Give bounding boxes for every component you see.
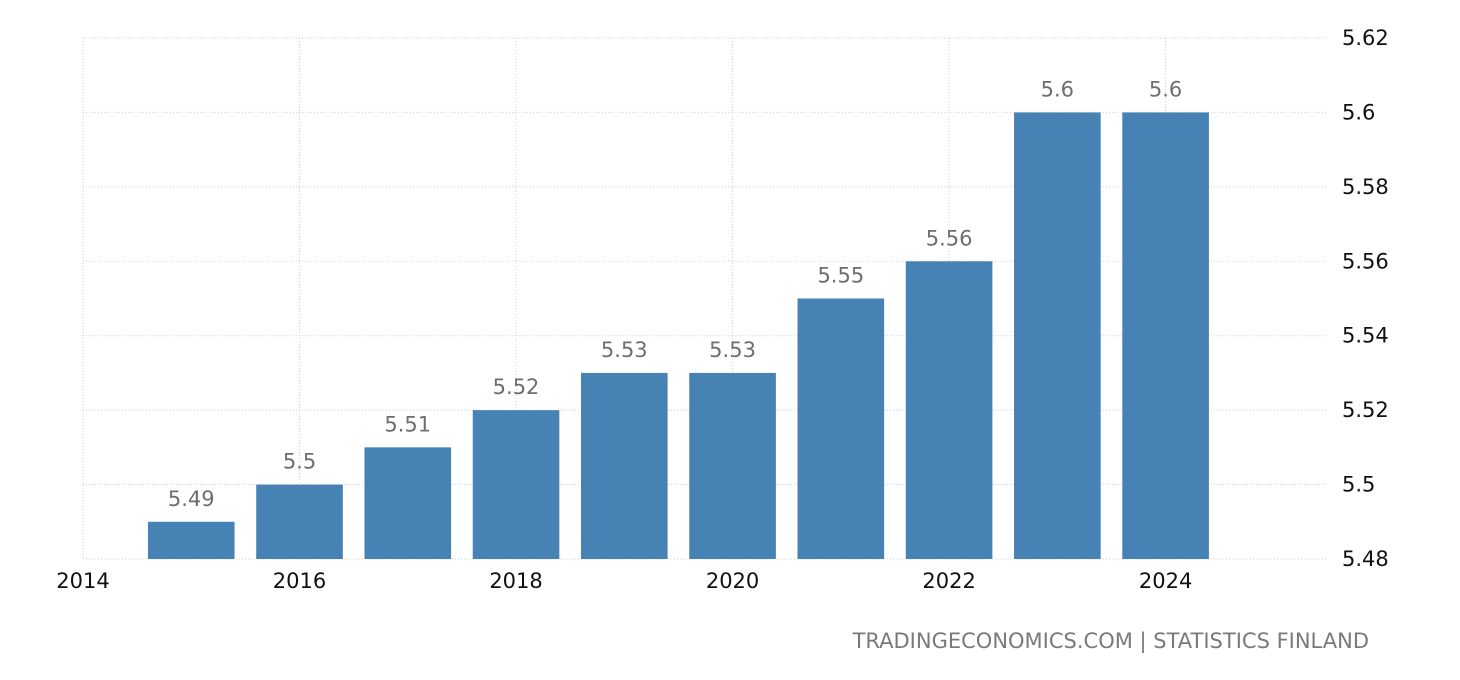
data-label-2016: 5.5 — [283, 450, 316, 474]
bar-2018 — [472, 410, 560, 559]
x-tick-label: 2014 — [56, 569, 109, 593]
data-label-2021: 5.55 — [817, 264, 864, 288]
data-label-2015: 5.49 — [168, 487, 215, 511]
y-tick-label: 5.48 — [1342, 547, 1389, 571]
y-tick-label: 5.56 — [1342, 249, 1389, 273]
x-tick-label: 2018 — [489, 569, 542, 593]
y-axis: 5.48 5.5 5.52 5.54 5.56 5.58 5.6 5.62 — [1342, 26, 1389, 571]
data-label-2022: 5.56 — [926, 226, 973, 250]
bar-2023 — [1014, 112, 1101, 559]
bar-2020 — [689, 372, 776, 559]
y-tick-label: 5.54 — [1342, 324, 1389, 348]
source-credit: TRADINGECONOMICS.COM | STATISTICS FINLAN… — [852, 629, 1369, 653]
x-tick-label: 2020 — [706, 569, 759, 593]
x-tick-label: 2016 — [273, 569, 326, 593]
y-tick-label: 5.62 — [1342, 26, 1389, 50]
bar-2017 — [364, 447, 452, 559]
x-tick-label: 2024 — [1139, 569, 1192, 593]
data-label-2019: 5.53 — [601, 338, 648, 362]
data-label-2018: 5.52 — [493, 375, 540, 399]
y-tick-label: 5.6 — [1342, 100, 1375, 124]
x-axis: 2014 2016 2018 2020 2022 2024 — [56, 569, 1192, 593]
y-tick-label: 5.52 — [1342, 398, 1389, 422]
data-label-2017: 5.51 — [384, 412, 431, 436]
data-label-2024: 5.6 — [1149, 77, 1182, 101]
y-tick-label: 5.58 — [1342, 175, 1389, 199]
bar-2022 — [905, 261, 993, 559]
data-label-2020: 5.53 — [709, 338, 756, 362]
data-labels: 5.49 5.5 5.51 5.52 5.53 5.53 5.55 5.56 5.6 5.6 — [168, 77, 1182, 510]
y-tick-label: 5.5 — [1342, 473, 1375, 497]
bar-2024 — [1122, 112, 1209, 559]
bar-2015 — [147, 521, 235, 559]
bars — [147, 112, 1209, 559]
data-label-2023: 5.6 — [1041, 77, 1074, 101]
x-tick-label: 2022 — [922, 569, 975, 593]
bar-2016 — [256, 484, 343, 559]
bar-2019 — [581, 372, 668, 559]
bar-2021 — [797, 298, 885, 559]
